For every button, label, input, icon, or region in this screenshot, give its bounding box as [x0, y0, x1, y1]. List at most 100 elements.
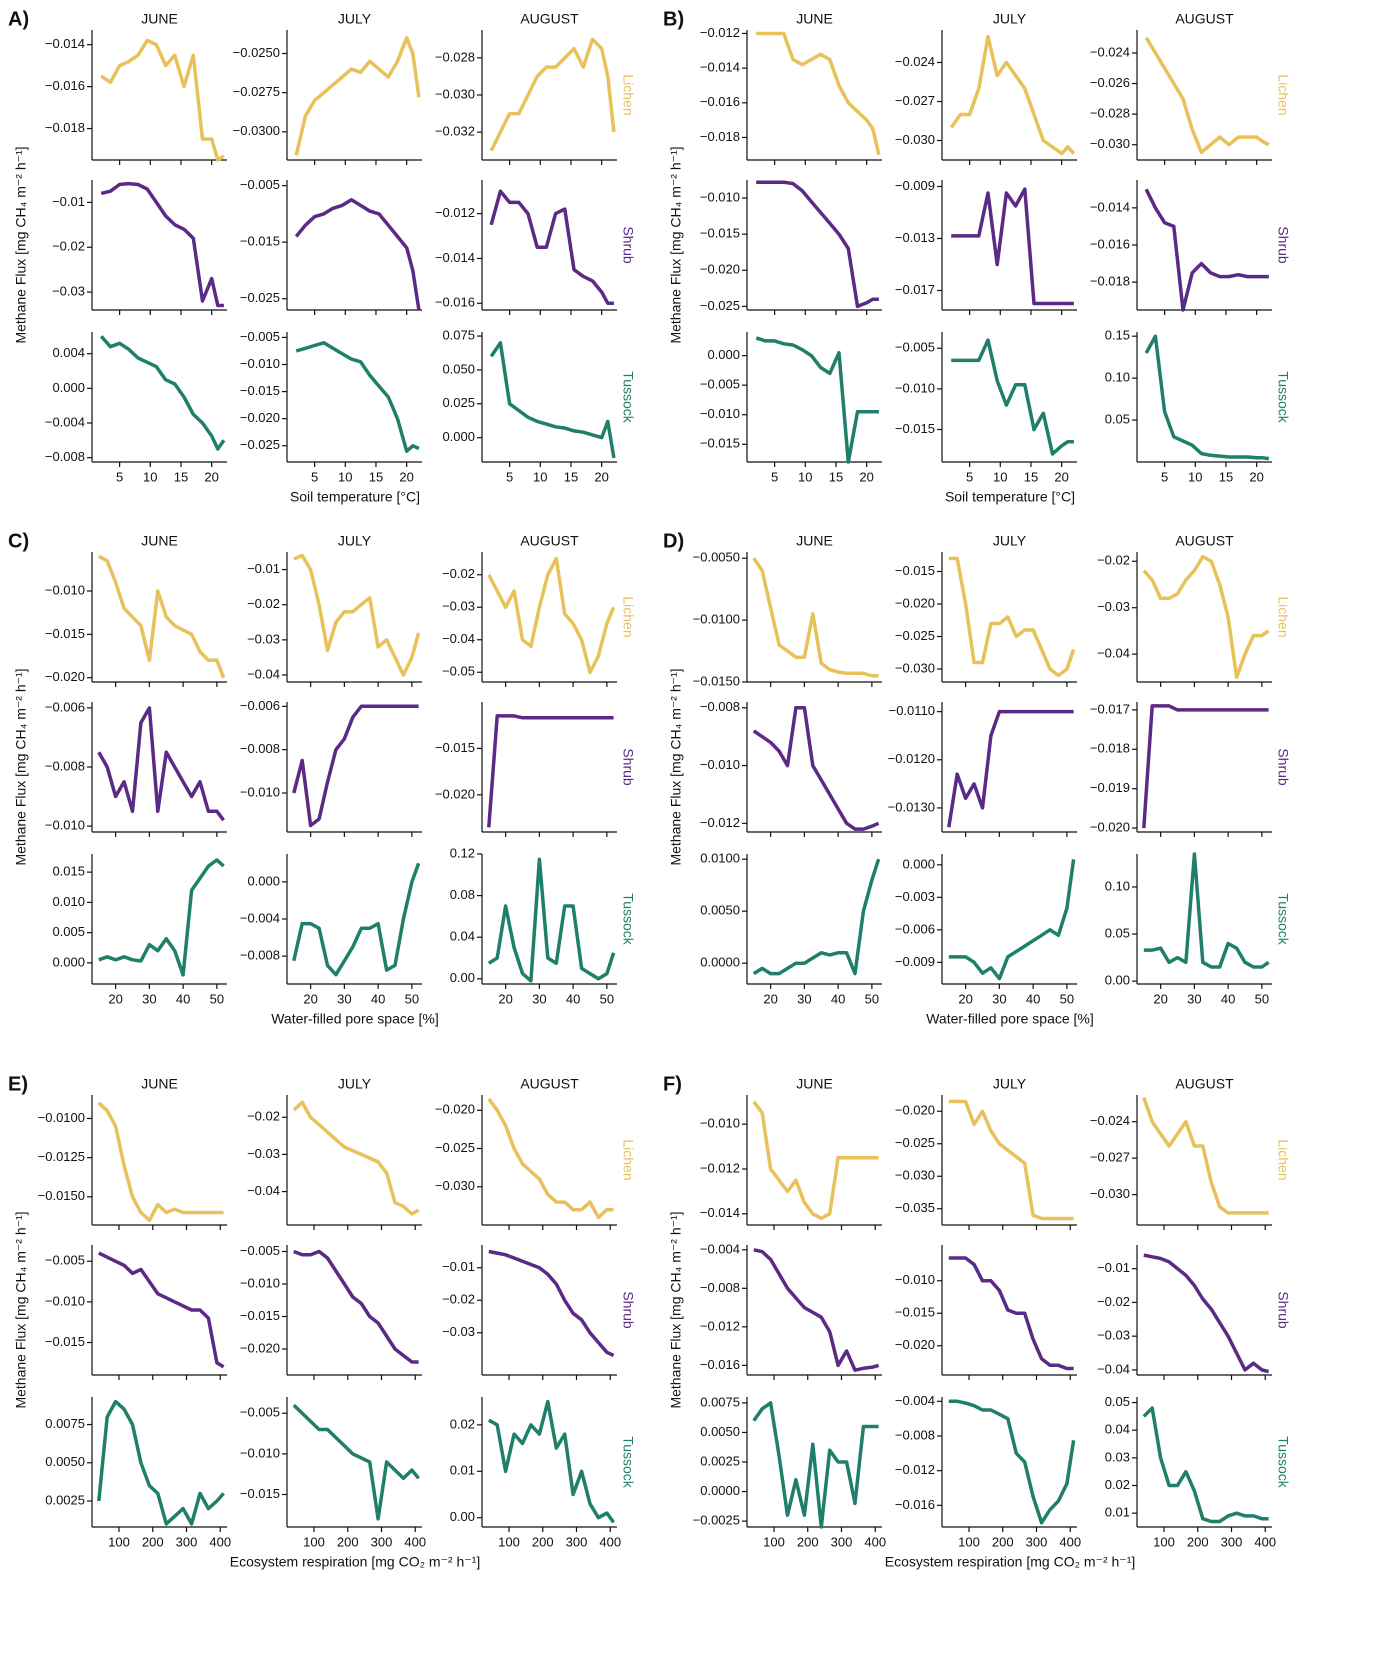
y-tick-label: −0.0120	[888, 751, 935, 766]
line-series	[1143, 852, 1270, 969]
x-tick-label: 20	[1054, 469, 1068, 484]
y-tick-label: −0.004	[895, 1393, 935, 1408]
row-label: Shrub	[1275, 748, 1291, 786]
y-tick-label: 0.01	[1105, 1505, 1130, 1520]
y-tick-label: −0.010	[895, 1272, 935, 1287]
x-tick-label: 30	[797, 991, 811, 1006]
row-label: Lichen	[620, 74, 636, 115]
y-tick-label: 0.05	[1105, 412, 1130, 427]
line-series	[292, 1100, 420, 1216]
y-tick-label: 0.004	[52, 345, 85, 360]
y-tick-label: −0.025	[435, 1140, 475, 1155]
y-tick-label: −0.0025	[693, 1513, 740, 1528]
y-tick-label: 0.0000	[700, 955, 740, 970]
line-series	[489, 37, 616, 152]
line-series	[948, 556, 1076, 678]
y-tick-label: 0.0000	[700, 1483, 740, 1498]
y-tick-label: −0.015	[895, 563, 935, 578]
column-title: JUNE	[141, 1076, 178, 1092]
column-title: AUGUST	[1175, 11, 1234, 27]
x-tick-label: 50	[1060, 991, 1074, 1006]
line-series	[295, 341, 420, 453]
y-tick-label: −0.015	[700, 226, 740, 241]
y-tick-label: −0.008	[700, 1280, 740, 1295]
y-tick-label: −0.020	[240, 410, 280, 425]
y-tick-label: −0.02	[247, 596, 280, 611]
x-tick-label: 300	[831, 1534, 853, 1549]
y-tick-label: 0.05	[1105, 1394, 1130, 1409]
line-series	[487, 556, 616, 675]
y-tick-label: −0.014	[1090, 199, 1130, 214]
x-tick-label: 20	[399, 469, 413, 484]
panel-label: D)	[663, 530, 684, 552]
y-tick-label: −0.012	[700, 815, 740, 830]
x-tick-label: 400	[404, 1534, 426, 1549]
x-tick-label: 50	[600, 991, 614, 1006]
y-tick-label: −0.02	[247, 1109, 280, 1124]
y-tick-label: 0.02	[1105, 1477, 1130, 1492]
x-tick-label: 400	[1254, 1534, 1276, 1549]
line-series	[98, 858, 225, 977]
y-tick-label: −0.015	[895, 1305, 935, 1320]
x-tick-label: 30	[992, 991, 1006, 1006]
x-tick-label: 20	[1249, 469, 1263, 484]
x-tick-label: 20	[594, 469, 608, 484]
y-tick-label: −0.014	[45, 36, 85, 51]
line-series	[948, 1099, 1074, 1221]
x-tick-label: 5	[1161, 469, 1168, 484]
line-series	[951, 187, 1074, 306]
x-tick-label: 100	[1153, 1534, 1175, 1549]
y-tick-label: −0.0150	[693, 673, 740, 688]
y-tick-label: −0.006	[895, 921, 935, 936]
x-axis-label: Water-filled pore space [%]	[271, 1011, 439, 1027]
y-tick-label: 0.0050	[45, 1454, 85, 1469]
x-tick-label: 100	[763, 1534, 785, 1549]
column-title: JUNE	[796, 1076, 833, 1092]
line-series	[97, 1399, 225, 1526]
y-tick-label: −0.020	[895, 1103, 935, 1118]
y-tick-label: −0.010	[700, 1116, 740, 1131]
y-tick-label: −0.0125	[38, 1149, 85, 1164]
y-axis-label: Methane Flux [mg CH₄ m⁻² h⁻¹]	[668, 668, 684, 865]
x-tick-label: 5	[311, 469, 318, 484]
y-tick-label: 0.03	[1105, 1449, 1130, 1464]
y-tick-label: −0.020	[45, 669, 85, 684]
x-tick-label: 20	[498, 991, 512, 1006]
x-tick-label: 10	[338, 469, 352, 484]
row-label: Tussock	[620, 893, 636, 946]
panel-label: B)	[663, 8, 684, 30]
column-title: JULY	[338, 533, 372, 549]
y-tick-label: −0.030	[895, 1168, 935, 1183]
y-tick-label: −0.05	[442, 664, 475, 679]
y-tick-label: 0.05	[1105, 926, 1130, 941]
y-tick-label: −0.015	[240, 234, 280, 249]
y-tick-label: −0.027	[895, 93, 935, 108]
line-series	[1143, 1253, 1270, 1374]
y-tick-label: −0.025	[700, 298, 740, 313]
y-tick-label: −0.028	[435, 49, 475, 64]
y-tick-label: −0.030	[895, 132, 935, 147]
y-tick-label: 0.10	[1105, 370, 1130, 385]
row-label: Shrub	[620, 748, 636, 786]
y-tick-label: −0.03	[442, 599, 475, 614]
y-tick-label: −0.004	[240, 910, 280, 925]
x-tick-label: 50	[865, 991, 879, 1006]
y-axis-label: Methane Flux [mg CH₄ m⁻² h⁻¹]	[13, 146, 29, 343]
line-series	[100, 181, 224, 308]
x-tick-label: 40	[566, 991, 580, 1006]
y-tick-label: −0.018	[1090, 741, 1130, 756]
row-label: Shrub	[1275, 226, 1291, 264]
y-tick-label: −0.015	[240, 1308, 280, 1323]
line-series	[98, 1251, 225, 1369]
y-tick-label: −0.02	[442, 1292, 475, 1307]
line-series	[755, 336, 879, 464]
y-tick-label: −0.005	[240, 1405, 280, 1420]
x-tick-label: 10	[1188, 469, 1202, 484]
y-tick-label: −0.009	[895, 954, 935, 969]
y-tick-label: −0.04	[1097, 646, 1130, 661]
x-tick-label: 20	[303, 991, 317, 1006]
y-tick-label: −0.008	[700, 699, 740, 714]
x-tick-label: 20	[859, 469, 873, 484]
y-tick-label: −0.016	[435, 295, 475, 310]
